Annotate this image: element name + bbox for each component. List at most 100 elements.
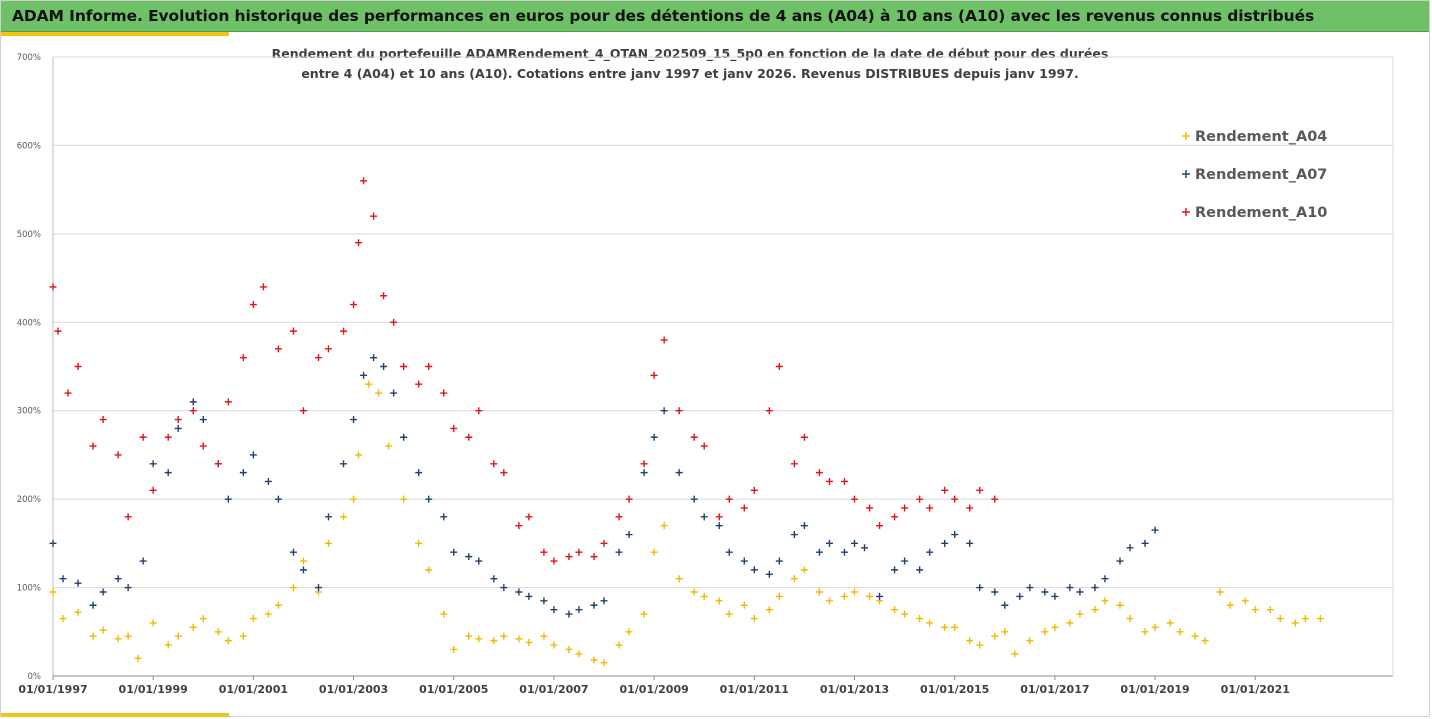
data-point — [1201, 637, 1209, 645]
data-point — [1316, 615, 1324, 623]
data-point — [941, 623, 949, 631]
data-point — [1066, 584, 1074, 592]
data-point — [350, 416, 358, 424]
data-point — [425, 363, 433, 370]
data-point — [1091, 584, 1099, 592]
data-point — [289, 548, 297, 556]
data-point — [214, 460, 222, 468]
data-point — [1266, 606, 1274, 614]
data-point — [289, 327, 297, 335]
data-point — [89, 632, 97, 640]
data-point — [139, 433, 147, 441]
data-point — [249, 301, 257, 309]
data-point — [790, 460, 798, 468]
data-point — [715, 513, 723, 521]
data-point — [660, 336, 668, 344]
data-point — [325, 513, 333, 521]
y-tick-label: 700% — [17, 53, 41, 63]
data-point — [876, 592, 884, 600]
x-tick-label: 01/01/2021 — [1221, 683, 1290, 696]
x-tick-label: 01/01/2015 — [920, 683, 989, 696]
data-point — [966, 539, 974, 547]
data-point — [164, 641, 172, 649]
data-point — [440, 610, 448, 618]
data-point — [299, 557, 307, 565]
data-point — [375, 389, 383, 397]
legend-label: Rendement_A10 — [1195, 205, 1327, 221]
data-point — [475, 407, 483, 415]
x-tick-label: 01/01/1999 — [119, 683, 188, 696]
data-point — [450, 645, 458, 653]
data-point — [590, 601, 598, 609]
data-point — [1051, 592, 1059, 600]
data-point — [475, 635, 483, 643]
data-point — [700, 442, 708, 450]
data-point — [901, 504, 909, 512]
data-point — [660, 407, 668, 415]
data-point — [715, 522, 723, 530]
data-point — [941, 539, 949, 547]
data-point — [360, 371, 368, 379]
data-point — [1176, 628, 1184, 636]
data-point — [164, 469, 172, 477]
data-point — [866, 592, 874, 600]
x-tick-label: 01/01/1997 — [18, 683, 87, 696]
data-point — [1276, 615, 1284, 623]
data-point — [515, 522, 523, 530]
data-point — [1011, 650, 1019, 658]
data-point — [740, 504, 748, 512]
data-point — [926, 619, 934, 627]
data-point — [891, 606, 899, 614]
data-point — [650, 548, 658, 556]
data-point — [1251, 606, 1259, 614]
data-point — [289, 584, 297, 592]
y-tick-label: 100% — [17, 584, 41, 594]
data-point — [765, 606, 773, 614]
data-point — [840, 592, 848, 600]
data-point — [1001, 601, 1009, 609]
data-point — [249, 615, 257, 623]
legend-marker — [1182, 170, 1190, 178]
data-point — [725, 548, 733, 556]
data-point — [891, 513, 899, 521]
data-point — [590, 553, 598, 561]
data-point — [164, 433, 172, 441]
data-point — [274, 601, 282, 609]
data-point — [976, 486, 984, 494]
data-point — [114, 635, 122, 643]
data-point — [750, 486, 758, 494]
data-point — [149, 486, 157, 494]
data-point — [239, 469, 247, 477]
data-point — [365, 380, 373, 388]
x-tick-label: 01/01/2017 — [1020, 683, 1089, 696]
data-point — [515, 588, 523, 596]
data-point — [1051, 623, 1059, 631]
data-point — [690, 495, 698, 503]
data-point — [525, 513, 533, 521]
data-point — [640, 610, 648, 618]
data-point — [440, 513, 448, 521]
data-point — [1116, 601, 1124, 609]
data-point — [74, 579, 82, 587]
data-point — [425, 566, 433, 574]
data-point — [189, 407, 197, 415]
y-tick-label: 500% — [17, 230, 41, 240]
data-point — [565, 553, 573, 561]
data-point — [1126, 544, 1134, 552]
data-point — [750, 566, 758, 574]
data-point — [465, 433, 473, 441]
data-point — [675, 575, 683, 583]
data-point — [800, 566, 808, 574]
data-point — [515, 635, 523, 643]
data-point — [1301, 615, 1309, 623]
data-point — [350, 301, 358, 309]
accent-bar-bottom — [1, 713, 229, 717]
data-point — [991, 495, 999, 503]
data-point — [490, 637, 498, 645]
data-point — [139, 557, 147, 565]
data-point — [916, 495, 924, 503]
data-point — [775, 592, 783, 600]
legend-label: Rendement_A07 — [1195, 167, 1327, 183]
data-point — [575, 650, 583, 658]
data-point — [314, 354, 322, 362]
